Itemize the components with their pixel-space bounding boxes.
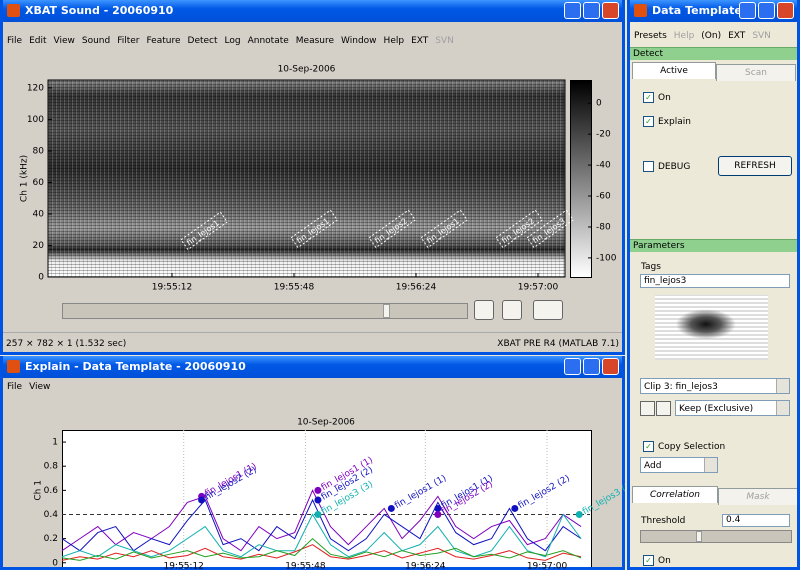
menu-item[interactable]: File bbox=[7, 382, 22, 392]
scrollbar[interactable] bbox=[62, 303, 468, 319]
status-bar: 257 × 782 × 1 (1.532 sec) XBAT PRE R4 (M… bbox=[3, 332, 622, 353]
checkbox-label: Copy Selection bbox=[658, 442, 725, 452]
checkbox[interactable]: DEBUG bbox=[643, 161, 690, 172]
menu-bar: File View bbox=[7, 382, 50, 392]
menu-item[interactable]: Sound bbox=[82, 36, 110, 46]
tab[interactable]: Correlation bbox=[632, 486, 718, 503]
title-bar: Explain - Data Template - 20060910 bbox=[3, 356, 622, 378]
view-button[interactable] bbox=[533, 300, 563, 320]
template-window: Data Template Presets Help (On) EXT SVN Dete… bbox=[627, 0, 800, 570]
menu-bar: Presets Help (On) EXT SVN bbox=[634, 31, 771, 41]
menu-item[interactable]: EXT bbox=[728, 31, 745, 41]
menu-item[interactable]: Window bbox=[341, 36, 377, 46]
minimize[interactable] bbox=[739, 2, 756, 19]
select-value: Keep (Exclusive) bbox=[679, 404, 753, 414]
checkbox[interactable]: ✓Copy Selection bbox=[643, 441, 725, 452]
menu-item[interactable]: Help bbox=[384, 36, 405, 46]
tab[interactable]: Mask bbox=[718, 488, 798, 505]
menu-item[interactable]: (On) bbox=[701, 31, 721, 41]
minimize[interactable] bbox=[564, 2, 581, 19]
threshold-input[interactable]: 0.4 bbox=[722, 514, 790, 527]
menu-bar: File Edit View Sound Filter Feature Detect Log A… bbox=[7, 36, 454, 46]
select-value: Clip 3: fin_lejos3 bbox=[644, 382, 718, 392]
tab-label: Mask bbox=[746, 492, 769, 502]
tab-label: Active bbox=[660, 66, 688, 76]
menu-item[interactable]: File bbox=[7, 36, 22, 46]
tab-label: Correlation bbox=[650, 490, 700, 500]
maximize[interactable] bbox=[583, 358, 600, 375]
menu-item[interactable]: Filter bbox=[117, 36, 139, 46]
tab[interactable]: Active bbox=[632, 62, 716, 79]
menu-item[interactable]: Feature bbox=[147, 36, 181, 46]
checkbox[interactable]: ✓On bbox=[643, 92, 671, 103]
tab-label: Scan bbox=[745, 68, 767, 78]
title-bar: Data Template bbox=[630, 0, 797, 22]
menu-item[interactable]: SVN bbox=[752, 31, 771, 41]
checkbox-label: On bbox=[658, 556, 671, 566]
menu-item[interactable]: Measure bbox=[296, 36, 334, 46]
field-label: Threshold bbox=[641, 516, 685, 526]
checkbox-label: DEBUG bbox=[658, 162, 690, 172]
desktop: XBAT Sound - 20060910 FileEditViewSoundF… bbox=[0, 0, 800, 570]
add-select[interactable]: Add bbox=[640, 457, 718, 473]
close[interactable] bbox=[602, 358, 619, 375]
title-bar: XBAT Sound - 20060910 bbox=[3, 0, 622, 22]
zoom-in-button[interactable] bbox=[502, 300, 522, 320]
status-right: XBAT PRE R4 (MATLAB 7.1) bbox=[497, 339, 619, 349]
close[interactable] bbox=[777, 2, 794, 19]
checkbox-label: On bbox=[658, 93, 671, 103]
menu-item[interactable]: Log bbox=[225, 36, 241, 46]
section-header[interactable]: Detect bbox=[630, 47, 797, 60]
prev-button[interactable] bbox=[640, 401, 655, 416]
spectrogram-image bbox=[48, 80, 565, 277]
colorbar bbox=[570, 80, 592, 278]
tab[interactable]: Scan bbox=[716, 64, 796, 81]
field-label: Tags bbox=[641, 262, 661, 272]
zoom-out-button[interactable] bbox=[474, 300, 494, 320]
input-value: 0.4 bbox=[726, 515, 740, 525]
maximize[interactable] bbox=[583, 2, 600, 19]
select-value: Add bbox=[644, 461, 661, 471]
menu-item[interactable]: Detect bbox=[188, 36, 218, 46]
button-label: REFRESH bbox=[734, 161, 776, 171]
menu-item[interactable]: View bbox=[29, 382, 50, 392]
menu-item[interactable]: Presets bbox=[634, 31, 667, 41]
checkbox[interactable]: ✓Explain bbox=[643, 116, 691, 127]
threshold-slider[interactable] bbox=[640, 530, 792, 543]
window-title: XBAT Sound - 20060910 bbox=[25, 4, 173, 17]
status-left: 257 × 782 × 1 (1.532 sec) bbox=[6, 339, 126, 349]
next-button[interactable] bbox=[656, 401, 671, 416]
header-text: Detect bbox=[633, 49, 663, 59]
section-header[interactable]: Parameters bbox=[630, 239, 797, 252]
window-title: Explain - Data Template - 20060910 bbox=[25, 360, 246, 373]
menu-item[interactable]: Help bbox=[674, 31, 695, 41]
close[interactable] bbox=[602, 2, 619, 19]
menu-item[interactable]: View bbox=[54, 36, 75, 46]
tags-input[interactable]: fin_lejos3 bbox=[640, 274, 790, 288]
checkbox[interactable]: ✓On bbox=[643, 555, 671, 566]
menu-item[interactable]: Annotate bbox=[248, 36, 289, 46]
input-value: fin_lejos3 bbox=[644, 276, 686, 286]
explain-window: Explain - Data Template - 20060910 File V… bbox=[0, 356, 625, 570]
menu-item[interactable]: EXT bbox=[411, 36, 428, 46]
plot-area bbox=[62, 430, 592, 570]
menu-item[interactable]: SVN bbox=[435, 36, 454, 46]
menu-item[interactable]: Edit bbox=[29, 36, 46, 46]
minimize[interactable] bbox=[564, 358, 581, 375]
template-preview bbox=[655, 295, 768, 360]
refresh-button[interactable]: REFRESH bbox=[718, 156, 792, 176]
maximize[interactable] bbox=[758, 2, 775, 19]
clip-select[interactable]: Clip 3: fin_lejos3 bbox=[640, 378, 790, 394]
checkbox-label: Explain bbox=[658, 117, 691, 127]
window-title: Data Template bbox=[652, 4, 742, 17]
header-text: Parameters bbox=[633, 241, 685, 251]
keep-select[interactable]: Keep (Exclusive) bbox=[675, 400, 790, 416]
